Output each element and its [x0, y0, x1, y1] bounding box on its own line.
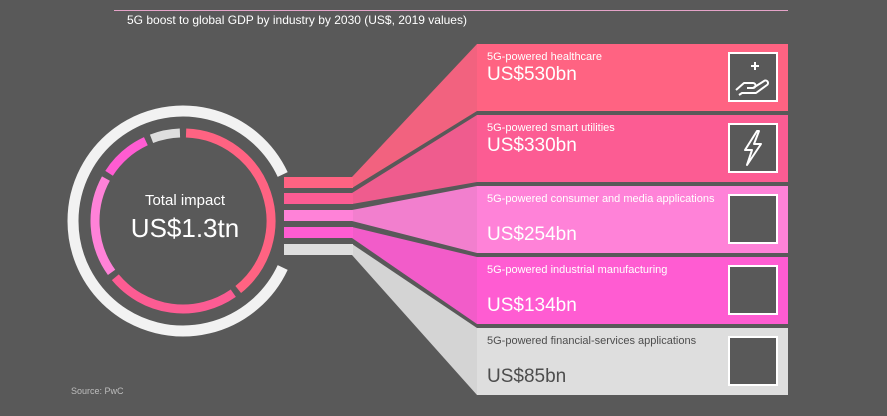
donut-segment — [185, 128, 276, 294]
industry-label: 5G-powered consumer and media applicatio… — [487, 193, 715, 205]
industry-value: US$330bn — [487, 135, 577, 156]
flow-bar — [284, 244, 353, 255]
total-impact-value: US$1.3tn — [130, 213, 240, 243]
industry-label: 5G-powered industrial manufacturing — [487, 264, 668, 276]
flow-bar — [284, 210, 353, 221]
industry-label: 5G-powered financial-services applicatio… — [487, 335, 697, 347]
total-impact: Total impact US$1.3tn — [105, 192, 265, 244]
flow-bar — [284, 227, 353, 238]
blank-icon-box — [728, 265, 778, 315]
industry-panel-smart-utilities: 5G-powered smart utilities US$330bn — [477, 115, 788, 182]
donut-segment — [105, 137, 148, 176]
donut-segment — [111, 274, 236, 314]
source-note: Source: PwC — [71, 386, 124, 396]
industry-panel-healthcare: 5G-powered healthcare US$530bn — [477, 44, 788, 111]
industry-value: US$254bn — [487, 224, 577, 245]
flow-connector — [352, 244, 477, 395]
donut-segment — [149, 128, 181, 144]
flow-connector — [352, 186, 477, 253]
industry-value: US$530bn — [487, 64, 577, 85]
donut-segment — [90, 176, 116, 276]
flow-bar — [284, 177, 353, 188]
flow-bar — [284, 193, 353, 204]
blank-icon-box — [728, 194, 778, 244]
industry-value: US$134bn — [487, 295, 577, 316]
total-impact-label: Total impact — [144, 192, 226, 209]
title-rule — [114, 10, 788, 11]
flow-connector — [352, 227, 477, 324]
industry-panel-financial: 5G-powered financial-services applicatio… — [477, 328, 788, 395]
flow-connector — [352, 115, 477, 204]
ring-track — [67, 105, 288, 337]
industry-label: 5G-powered healthcare — [487, 51, 602, 63]
industry-value: US$85bn — [487, 366, 567, 387]
industry-label: 5G-powered smart utilities — [487, 122, 615, 134]
flow-connector — [352, 44, 477, 188]
lightning-bolt-icon — [728, 123, 778, 173]
chart-title: 5G boost to global GDP by industry by 20… — [127, 13, 467, 27]
industry-panel-consumer-media: 5G-powered consumer and media applicatio… — [477, 186, 788, 253]
blank-icon-box — [728, 336, 778, 386]
hand-with-plus-icon — [728, 52, 778, 102]
industry-panel-industrial: 5G-powered industrial manufacturing US$1… — [477, 257, 788, 324]
